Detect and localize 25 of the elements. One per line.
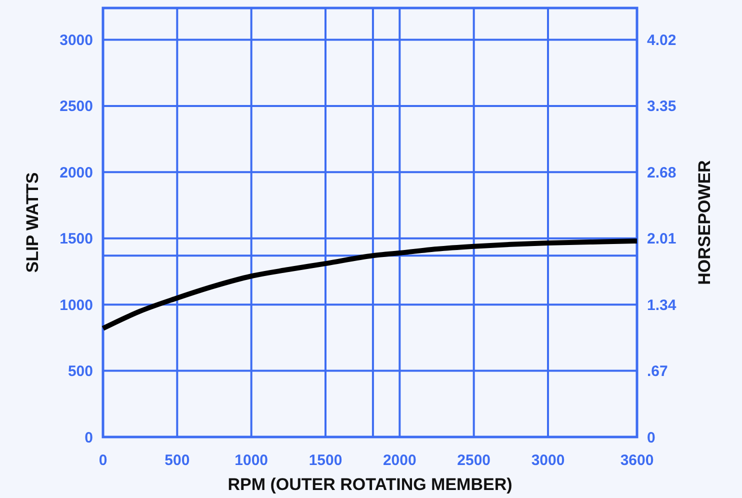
x-tick-label: 1500	[308, 452, 342, 469]
y2-tick-label: 2.68	[647, 164, 676, 182]
x-tick-label: 3600	[620, 452, 654, 469]
y2-tick-label: 4.02	[647, 32, 676, 49]
y-tick-label: 2500	[60, 98, 93, 116]
y2-axis-title: HORSEPOWER	[695, 160, 714, 285]
x-axis-title: RPM (OUTER ROTATING MEMBER)	[228, 475, 512, 494]
y-tick-label: 500	[68, 363, 93, 380]
y2-tick-label: .67	[647, 363, 668, 380]
x-tick-label: 3000	[531, 452, 565, 469]
x-tick-label: 2000	[382, 452, 416, 469]
y2-tick-label: 2.01	[647, 230, 676, 248]
y-tick-label: 1000	[60, 296, 93, 314]
x-tick-label: 0	[98, 452, 108, 469]
y2-tick-label: 1.34	[647, 296, 677, 314]
y2-tick-label: 3.35	[647, 98, 676, 116]
y-axis-title: SLIP WATTS	[23, 172, 42, 273]
x-tick-label: 500	[164, 452, 190, 469]
y-tick-label: 3000	[60, 32, 93, 50]
y-tick-label: 0	[84, 429, 93, 446]
x-tick-label: 1000	[234, 452, 268, 469]
x-tick-label: 2500	[457, 452, 491, 469]
y-tick-label: 2000	[60, 164, 93, 182]
y-tick-label: 1500	[60, 230, 93, 248]
y2-tick-label: 0	[647, 429, 656, 446]
